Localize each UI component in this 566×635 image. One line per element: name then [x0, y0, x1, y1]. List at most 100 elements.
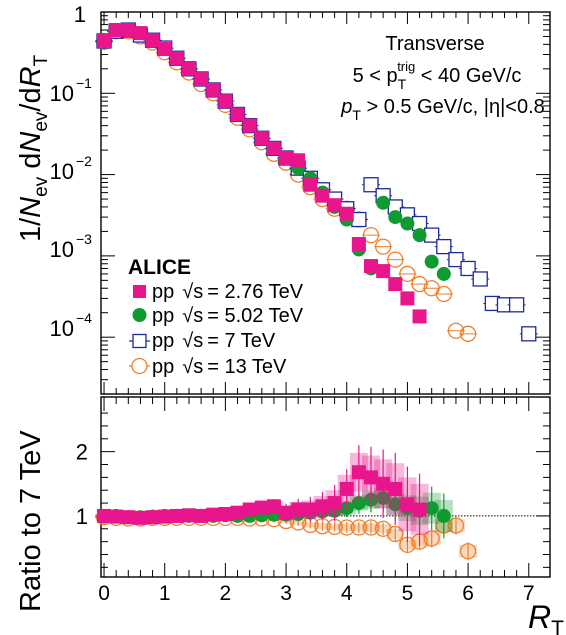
pp-s-13-tev-point — [374, 238, 392, 255]
bottom-y-tick-label: 1 — [76, 504, 88, 529]
ratio-pp-s-2-76-tev-point — [327, 496, 342, 511]
ratio-pp-s-2-76-tev-point — [376, 476, 391, 491]
pp-s-2-76-tev-point — [133, 26, 148, 41]
y-tick-label-1e-3: 10 — [50, 237, 74, 262]
pp-s-13-tev-point — [362, 226, 380, 244]
bottom-y-axis-title: Ratio to 7 TeV — [15, 430, 47, 612]
pp-s-7-tev-point — [472, 271, 488, 287]
pp-s-7-tev-point — [508, 297, 525, 313]
pp-s-2-76-tev-point — [181, 61, 196, 76]
pp-s-2-76-tev-point — [218, 94, 233, 109]
pp-s-13-tev-point — [459, 325, 477, 342]
ratio-pp-s-5-02-tev-point — [424, 501, 439, 516]
pp-s-13-tev-point — [435, 285, 452, 303]
ratio-pp-s-2-76-tev-point — [400, 497, 415, 512]
pp-s-2-76-tev-point — [266, 141, 281, 156]
ratio-pp-s-5-02-tev-point — [436, 508, 451, 523]
pp-s-13-tev-point — [399, 265, 416, 283]
y-tick-exp-1e-4: −4 — [76, 310, 92, 326]
pp-s-2-76-tev-point — [145, 33, 160, 48]
pp-s-13-tev-point — [411, 275, 428, 293]
pp-s-2-76-tev-point — [109, 23, 124, 38]
legend-entry-5p02: pp √s = 5.02 TeV — [132, 305, 304, 327]
ratio-pp-s-13-tev-point — [350, 519, 368, 536]
pp-s-2-76-tev-point — [351, 237, 366, 252]
ratio-pp-s-2-76-tev-point — [254, 500, 269, 515]
ratio-pp-s-13-tev-point — [459, 543, 477, 560]
ratio-pp-s-2-76-tev-point — [230, 505, 245, 520]
y-tick-label-1e-2: 10 — [50, 159, 74, 184]
ratio-pp-s-2-76-tev-point — [279, 505, 294, 520]
x-tick-label: 2 — [220, 582, 232, 605]
x-tick-label: 7 — [523, 582, 535, 605]
y-tick-label-1: 1 — [74, 2, 86, 27]
pp-s-7-tev-point — [363, 177, 379, 193]
pp-s-2-76-tev-point — [206, 82, 221, 97]
ratio-pp-s-2-76-tev-point — [412, 502, 427, 517]
pp-s-2-76-tev-point — [339, 206, 354, 221]
pp-s-7-tev-point — [436, 238, 452, 255]
ratio-pp-s-13-tev-point — [423, 530, 440, 547]
annotation-line-3: pT > 0.5 GeV/c, |η|<0.8 — [340, 96, 545, 123]
pp-s-2-76-tev-point — [254, 131, 269, 146]
ratio-pp-s-2-76-tev-point — [145, 510, 160, 525]
y-tick-exp-1e-1: −1 — [76, 75, 92, 91]
pp-s-2-76-tev-point — [327, 198, 342, 213]
pp-s-2-76-tev-point — [230, 107, 245, 122]
pp-s-2-76-tev-point — [315, 188, 330, 203]
pp-s-7-tev-point — [521, 326, 537, 342]
annotation-line-2: 5 < pTtrig < 40 GeV/c — [353, 59, 522, 92]
pp-s-2-76-tev-point — [412, 309, 427, 324]
pp-s-7-tev-point — [351, 211, 367, 228]
legend-label-7: pp √s = 7 TeV — [152, 330, 276, 352]
legend-entry-7: pp √s = 7 TeV — [129, 330, 276, 352]
legend-marker-5p02 — [132, 308, 147, 322]
legend-marker-7 — [132, 333, 147, 349]
ratio-pp-s-2-76-tev-point — [109, 509, 124, 524]
ratio-pp-s-2-76-tev-point — [169, 508, 184, 523]
bottom-y-tick-label: 2 — [76, 440, 88, 465]
pp-s-2-76-tev-point — [169, 51, 184, 66]
pp-s-2-76-tev-point — [291, 153, 306, 168]
ratio-pp-s-2-76-tev-point — [181, 508, 196, 523]
ratio-pp-s-13-tev-point — [447, 517, 465, 534]
x-tick-label: 4 — [341, 582, 353, 605]
ratio-pp-s-2-76-tev-point — [194, 508, 209, 523]
pp-s-2-76-tev-point — [364, 259, 379, 274]
ratio-pp-s-13-tev-point — [387, 525, 404, 543]
y-tick-exp-1e-3: −3 — [76, 231, 92, 247]
ratio-pp-s-2-76-tev-point — [157, 509, 172, 524]
pp-s-5-02-tev-point — [376, 195, 391, 210]
pp-s-2-76-tev-point — [157, 42, 172, 57]
legend: ALICE pp √s = 2.76 TeV pp √s = 5.02 TeV pp √s… — [128, 256, 304, 378]
bottom-panel-frame — [100, 396, 551, 578]
pp-s-5-02-tev-point — [388, 210, 403, 225]
pp-s-2-76-tev-point — [242, 118, 257, 133]
ratio-pp-s-2-76-tev-point — [364, 470, 379, 485]
ratio-pp-s-2-76-tev-point — [97, 508, 112, 523]
ratio-pp-s-2-76-tev-point — [315, 499, 330, 514]
ratio-pp-s-2-76-tev-point — [121, 510, 136, 525]
pp-s-2-76-tev-point — [376, 264, 391, 279]
y-tick-label-1e-1: 10 — [50, 81, 74, 106]
legend-marker-13 — [131, 357, 148, 375]
legend-title: ALICE — [128, 256, 191, 279]
top-panel-ticks — [101, 12, 550, 395]
bottom-panel-data — [95, 445, 478, 561]
ratio-pp-s-5-02-tev-point — [351, 496, 366, 511]
ratio-pp-s-2-76-tev-point — [388, 481, 403, 496]
top-y-axis-title: 1/Nev dNev/dRT — [15, 54, 52, 242]
pp-s-2-76-tev-point — [303, 177, 318, 192]
pp-s-13-tev-point — [447, 322, 465, 339]
y-tick-label-1e-4: 10 — [50, 316, 74, 341]
top-y-tick-labels: 1 10 −1 10 −2 10 −3 10 −4 — [50, 2, 93, 341]
top-panel-data — [95, 22, 538, 342]
pp-s-13-tev-point — [387, 251, 404, 268]
top-panel-frame — [100, 11, 551, 395]
ratio-pp-s-2-76-tev-point — [206, 507, 221, 522]
legend-label-13: pp √s = 13 TeV — [152, 356, 287, 378]
ratio-pp-s-2-76-tev-point — [266, 499, 281, 514]
x-axis-title: RT — [528, 599, 564, 635]
ratio-pp-s-2-76-tev-point — [242, 502, 257, 517]
